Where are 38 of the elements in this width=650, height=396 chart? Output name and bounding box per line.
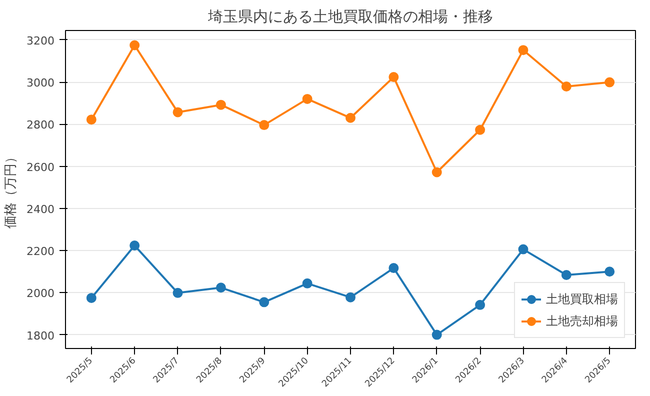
point	[86, 114, 96, 125]
point	[518, 244, 528, 254]
point	[302, 94, 312, 104]
point	[346, 292, 356, 302]
point	[130, 40, 140, 50]
y-tick-label: 2000	[26, 287, 55, 300]
point	[346, 112, 356, 123]
point	[475, 300, 486, 310]
point	[259, 120, 270, 130]
point	[604, 77, 615, 88]
point	[561, 82, 572, 92]
y-tick-label: 1800	[26, 329, 55, 342]
point	[86, 292, 96, 303]
point	[172, 107, 183, 118]
point	[518, 45, 528, 56]
point	[432, 330, 442, 340]
point	[561, 270, 572, 280]
point	[259, 297, 270, 308]
chart-title: 埼玉県内にある土地買取価格の相場・推移	[207, 8, 493, 26]
y-tick-label: 3000	[26, 76, 55, 90]
y-axis-title: 価格（万円）	[4, 150, 19, 228]
legend-label: 土地売却相場	[546, 312, 618, 330]
y-tick-label: 2200	[26, 245, 55, 258]
point	[388, 263, 399, 274]
legend-label: 土地買取相場	[546, 290, 618, 308]
y-tick-label: 2800	[26, 118, 55, 132]
y-tick-label: 3200	[26, 34, 55, 48]
point	[302, 278, 312, 288]
point	[172, 288, 183, 298]
y-tick-label: 2400	[26, 202, 55, 216]
point	[388, 72, 399, 82]
point	[216, 100, 226, 110]
point	[432, 167, 442, 178]
point	[475, 124, 486, 135]
point	[216, 282, 226, 293]
point	[130, 240, 140, 251]
point	[604, 266, 615, 277]
y-tick-label: 2600	[26, 160, 55, 174]
